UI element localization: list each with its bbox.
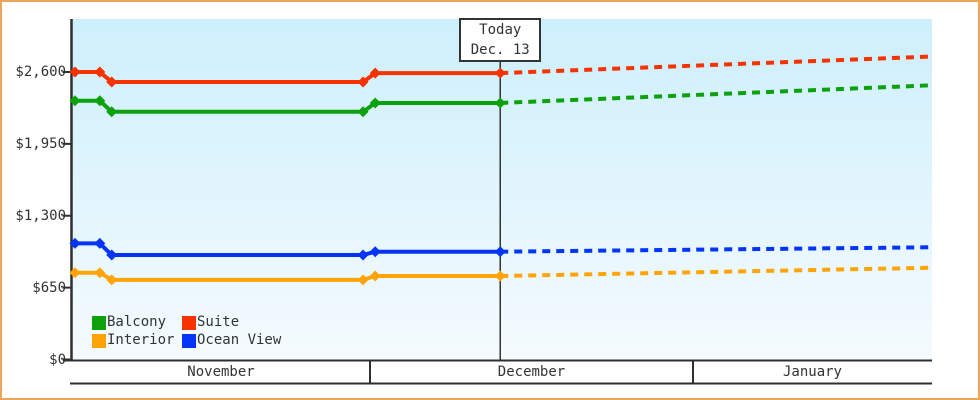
- legend-item-suite: Suite: [182, 315, 281, 330]
- legend-label: Balcony: [107, 314, 167, 330]
- month-label-december: December: [497, 364, 566, 380]
- y-tick-label: $1,950: [15, 135, 66, 152]
- legend-label: Interior: [107, 332, 175, 348]
- y-tick-label: $1,300: [15, 207, 66, 224]
- interior-color-swatch: [92, 333, 106, 348]
- legend-item-interior: Interior: [92, 333, 182, 348]
- today-marker-box: Today Dec. 13: [459, 18, 542, 62]
- legend-label: Suite: [197, 314, 240, 330]
- balcony-color-swatch: [92, 315, 106, 330]
- month-label-november: November: [187, 364, 255, 380]
- ocean-view-color-swatch: [182, 333, 196, 348]
- today-date-label: Dec. 13: [470, 42, 530, 58]
- y-tick-label: $2,600: [15, 64, 66, 80]
- legend-item-ocean-view: Ocean View: [182, 333, 281, 348]
- today-label: Today: [479, 22, 522, 38]
- legend: Balcony Suite Interior Ocean View: [92, 315, 281, 348]
- y-tick-label: $0: [49, 351, 66, 368]
- suite-color-swatch: [182, 315, 196, 330]
- y-tick-label: $650: [32, 279, 66, 296]
- month-label-january: January: [782, 364, 842, 380]
- legend-label: Ocean View: [197, 332, 282, 348]
- legend-item-balcony: Balcony: [92, 315, 182, 330]
